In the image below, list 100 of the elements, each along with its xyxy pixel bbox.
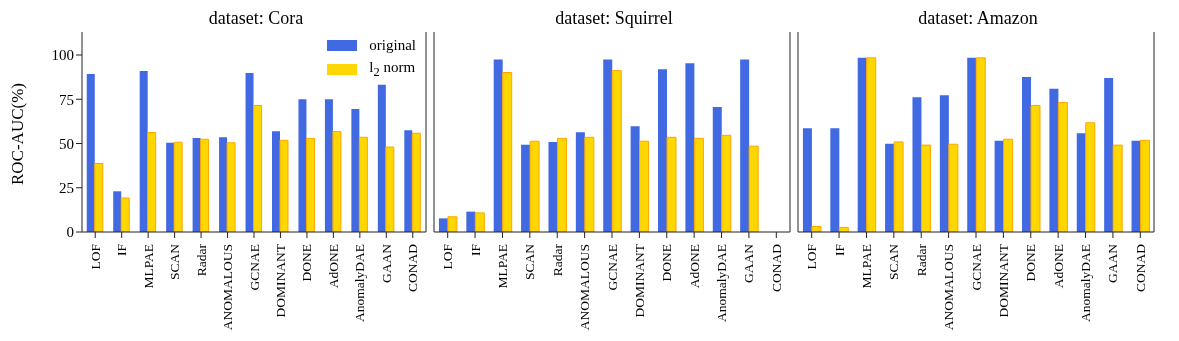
- x-tick-label: MLPAE: [494, 244, 510, 289]
- x-tick-label: ANOMALOUS: [941, 244, 957, 331]
- x-tick-label: GAAN: [741, 243, 757, 283]
- bar: [351, 108, 360, 232]
- x-tick-label: GCNAE: [604, 244, 620, 291]
- x-tick-label: Radar: [549, 243, 565, 277]
- bar: [548, 141, 558, 232]
- legend-label: l$_{2}$ norm: [369, 58, 416, 81]
- bar: [305, 137, 315, 232]
- x-tick-label: AdONE: [686, 244, 702, 289]
- bar: [1030, 104, 1041, 232]
- x-tick-label: IF: [114, 243, 130, 257]
- bar: [466, 211, 476, 232]
- bar: [332, 130, 342, 232]
- bar: [948, 143, 959, 232]
- bar: [474, 212, 485, 232]
- x-tick-label: AnomalyDAE: [714, 244, 730, 322]
- y-tick-label: 25: [59, 180, 74, 197]
- x-tick-label: IF: [831, 243, 847, 257]
- bar: [377, 84, 386, 232]
- bar: [693, 137, 704, 232]
- y-axis-title: ROC-AUC(%): [8, 83, 28, 185]
- bar: [147, 132, 157, 232]
- bar: [529, 140, 540, 232]
- x-tick-label: LOF: [804, 243, 820, 270]
- bar: [200, 138, 210, 232]
- bar: [447, 216, 458, 232]
- bar: [120, 197, 130, 232]
- bar: [1112, 144, 1123, 232]
- bar: [666, 136, 677, 232]
- bar: [912, 97, 922, 232]
- x-tick-label: ANOMALOUS: [220, 244, 236, 331]
- bar: [279, 139, 289, 232]
- bar: [385, 146, 395, 232]
- bar: [1003, 138, 1014, 232]
- bar: [721, 134, 732, 232]
- bar: [584, 136, 595, 232]
- bar: [1085, 122, 1096, 232]
- x-tick-label: DONE: [299, 244, 315, 282]
- x-tick-label: MLPAE: [858, 244, 874, 289]
- legend-label: original: [369, 36, 416, 55]
- bar: [939, 95, 949, 232]
- x-tick-label: AdONE: [325, 244, 341, 289]
- chart-title: dataset: Amazon: [917, 8, 1039, 30]
- y-tick-label: 100: [51, 47, 74, 64]
- bar: [685, 63, 695, 232]
- x-tick-label: SCAN: [886, 243, 902, 281]
- bar: [358, 136, 368, 232]
- y-tick-label: 75: [59, 91, 74, 108]
- bar: [556, 137, 567, 232]
- x-tick-label: IF: [467, 243, 483, 257]
- x-tick-label: CONAD: [768, 243, 784, 293]
- bar: [1057, 101, 1068, 232]
- x-tick-label: DOMINANT: [272, 243, 288, 318]
- x-tick-label: DOMINANT: [995, 243, 1011, 318]
- bar: [811, 226, 822, 232]
- x-tick-label: DOMINANT: [631, 243, 647, 318]
- y-tick-label: 50: [59, 135, 74, 152]
- bar: [94, 163, 104, 232]
- bar: [611, 70, 622, 232]
- bar: [639, 140, 650, 232]
- bar: [830, 128, 840, 232]
- bar: [298, 99, 307, 232]
- x-tick-label: AdONE: [1050, 244, 1066, 289]
- x-tick-label: AnomalyDAE: [352, 244, 368, 322]
- bar: [893, 141, 904, 232]
- x-tick-label: DONE: [1023, 244, 1039, 282]
- x-tick-label: Radar: [913, 243, 929, 277]
- x-tick-label: GAAN: [1105, 243, 1121, 283]
- x-tick-label: SCAN: [167, 243, 183, 281]
- bar: [324, 99, 333, 232]
- x-tick-label: GCNAE: [246, 244, 262, 291]
- bar: [630, 126, 640, 232]
- bar: [658, 69, 668, 232]
- y-tick-label: 0: [66, 224, 74, 241]
- bar: [920, 144, 931, 232]
- x-tick-label: GCNAE: [968, 244, 984, 291]
- x-tick-label: MLPAE: [140, 244, 156, 289]
- bar: [603, 59, 613, 232]
- x-tick-label: LOF: [87, 243, 103, 270]
- bar: [1140, 139, 1151, 232]
- bar: [253, 104, 263, 232]
- bar: [712, 107, 722, 232]
- x-tick-label: Radar: [193, 243, 209, 277]
- x-tick-label: CONAD: [405, 243, 421, 293]
- bar: [866, 57, 877, 232]
- bar: [975, 57, 986, 232]
- x-tick-label: AnomalyDAE: [1078, 244, 1094, 322]
- x-tick-label: LOF: [440, 243, 456, 270]
- bar: [740, 59, 750, 232]
- bar: [86, 74, 95, 232]
- bar: [802, 128, 812, 232]
- chart-title: dataset: Cora: [207, 8, 305, 30]
- bar: [748, 145, 759, 232]
- bar: [173, 141, 183, 232]
- bar: [113, 191, 122, 232]
- bar: [226, 142, 236, 232]
- bar: [1104, 78, 1114, 232]
- bar: [1049, 88, 1059, 232]
- chart-title: dataset: Squirrel: [554, 8, 674, 30]
